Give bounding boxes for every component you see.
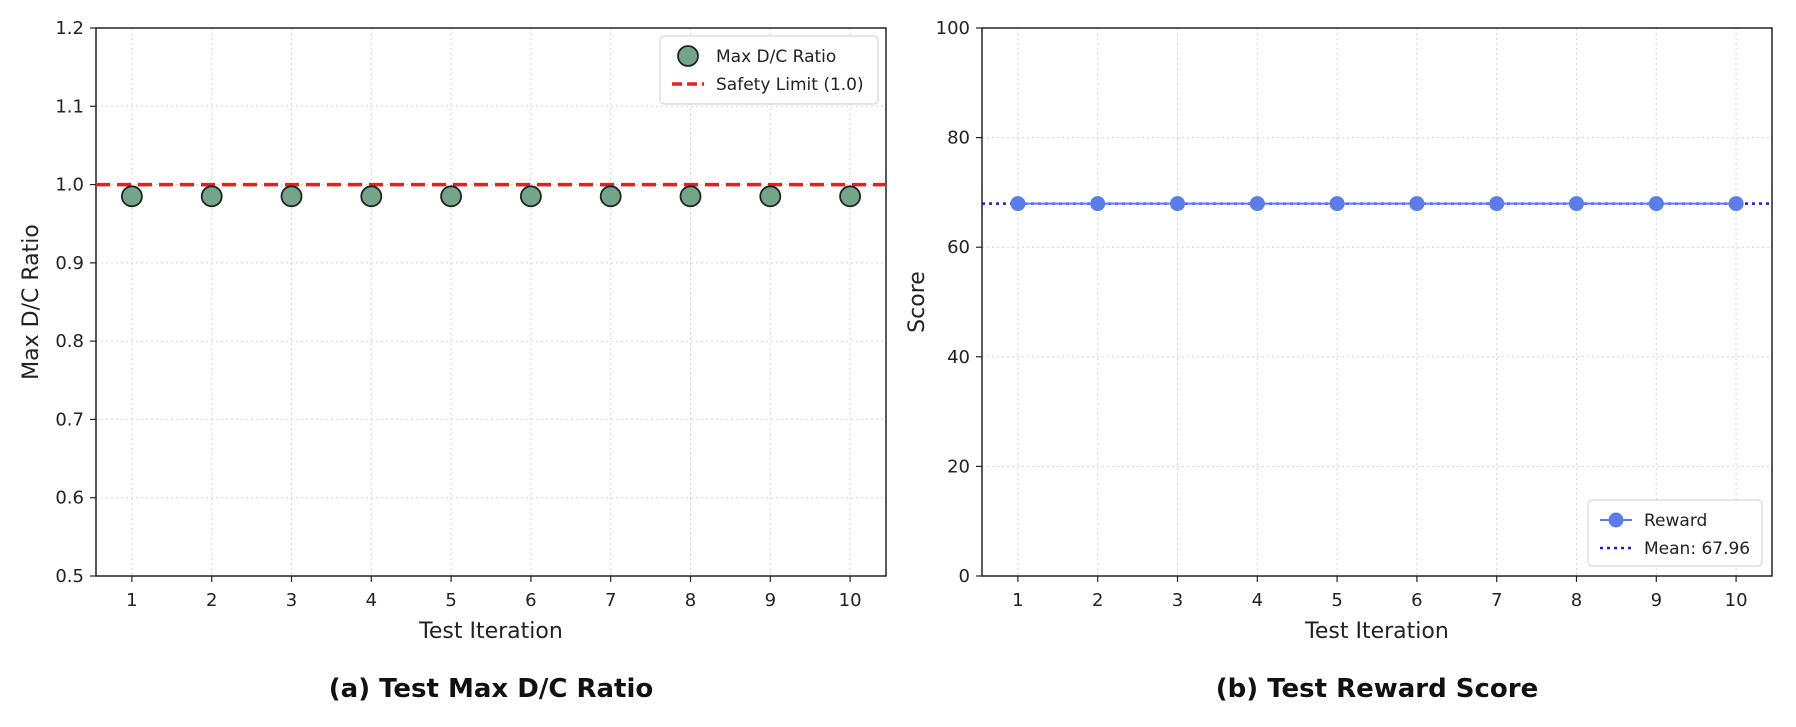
b-x-tick-label-9: 9 [1651,590,1662,611]
b-point-2 [1090,196,1106,212]
b-y-tick-label-6: 100 [936,18,970,39]
b-x-tick-label-10: 10 [1725,590,1748,611]
b-legend-label-1: Reward [1644,511,1707,531]
a-point-1 [121,185,143,208]
a-x-tick-label-8: 8 [685,590,696,611]
a-point-8 [679,185,702,208]
chart-a: 1 2 3 4 5 6 7 8 9 10 0.5 0.6 0.7 0.8 0.9 1.0 1.1 1.2 Test … [19,18,887,644]
a-x-axis-label: Test Iteration [418,619,563,644]
a-x-tick-label-4: 4 [366,590,377,611]
a-x-tick-label-3: 3 [286,590,297,611]
b-x-tick-label-3: 3 [1172,590,1183,611]
a-x-tick-label-5: 5 [445,590,456,611]
a-legend-label-1: Max D/C Ratio [716,47,836,67]
b-x-axis-label: Test Iteration [1304,619,1449,644]
a-point-6 [519,185,542,208]
b-point-1 [1010,196,1026,212]
b-point-5 [1329,196,1345,212]
caption-a: (a) Test Max D/C Ratio [328,674,654,704]
a-y-tick-label-1: 0.5 [55,566,84,587]
b-y-tick-label-2: 20 [947,456,970,477]
a-x-tick-label-7: 7 [605,590,616,611]
a-point-9 [759,185,782,208]
a-x-tick-label-9: 9 [765,590,776,611]
b-point-9 [1648,196,1664,212]
b-point-10 [1728,196,1744,212]
b-legend-marker-1 [1608,512,1624,528]
b-x-tick-label-1: 1 [1012,590,1023,611]
a-point-3 [280,185,303,208]
a-y-axis-label: Max D/C Ratio [19,224,44,380]
b-legend-label-2: Mean: 67.96 [1644,539,1750,559]
a-y-tick-label-3: 0.7 [55,409,84,430]
a-y-tick-label-6: 1.0 [55,175,84,196]
b-x-tick-label-5: 5 [1331,590,1342,611]
b-x-tick-label-8: 8 [1571,590,1582,611]
b-x-tick-label-6: 6 [1411,590,1422,611]
a-x-tick-label-2: 2 [206,590,217,611]
a-x-tick-label-10: 10 [839,590,862,611]
a-point-2 [200,185,223,208]
b-y-tick-label-3: 40 [947,347,970,368]
a-y-tick-label-5: 0.9 [55,253,84,274]
b-x-tick-label-2: 2 [1092,590,1103,611]
b-point-6 [1409,196,1425,212]
b-point-8 [1568,196,1584,212]
b-y-tick-label-1: 0 [959,566,970,587]
caption-b: (b) Test Reward Score [1215,674,1539,704]
b-x-tick-label-7: 7 [1491,590,1502,611]
b-y-tick-label-5: 80 [947,128,970,149]
a-legend-marker-1 [677,45,699,67]
b-point-4 [1249,196,1265,212]
a-x-tick-label-1: 1 [126,590,137,611]
a-legend-label-2: Safety Limit (1.0) [716,75,864,95]
a-x-tick-label-6: 6 [525,590,536,611]
b-legend-box [1587,499,1763,567]
a-point-7 [599,185,622,208]
a-legend-box [659,35,879,105]
b-y-axis-label: Score [905,271,930,333]
a-point-5 [440,185,463,208]
a-y-tick-label-7: 1.1 [55,96,84,117]
a-point-4 [360,185,383,208]
b-point-7 [1489,196,1505,212]
a-y-tick-label-4: 0.8 [55,331,84,352]
b-y-tick-label-4: 60 [947,237,970,258]
b-point-3 [1170,196,1186,212]
b-x-tick-label-4: 4 [1252,590,1263,611]
a-point-10 [839,185,861,208]
a-y-tick-label-8: 1.2 [55,18,84,39]
a-y-tick-label-2: 0.6 [55,488,84,509]
a-plot-frame [95,27,887,577]
b-plot-frame [981,27,1773,577]
